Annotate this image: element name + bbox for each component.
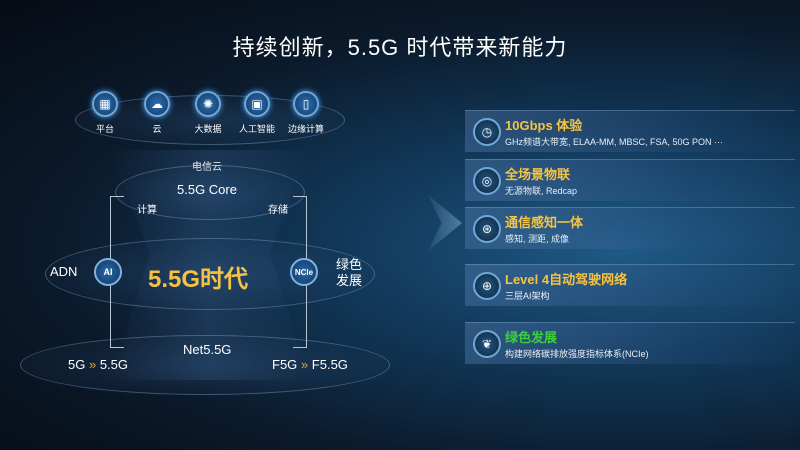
sensing-icon: ⊛ bbox=[473, 215, 501, 243]
compute-label: 计算 bbox=[137, 205, 157, 216]
feature-item: ◷ 10Gbps 体验 GHz频谱大带宽, ELAA-MM, MBSC, FSA, … bbox=[465, 110, 795, 152]
leaf-icon: ❦ bbox=[473, 330, 501, 358]
ncle-badge: NCle bbox=[290, 258, 318, 286]
feature-title: Level 4自动驾驶网络 bbox=[505, 272, 628, 287]
feature-subtitle: 无源物联, Redcap bbox=[505, 186, 578, 196]
5-5g-label: 5.5G bbox=[99, 357, 129, 372]
double-chevron-icon: » bbox=[300, 357, 309, 372]
feature-subtitle: 感知, 测距, 成像 bbox=[505, 234, 570, 244]
ai-chip-icon: ▣ bbox=[244, 91, 270, 117]
feature-title: 绿色发展 bbox=[505, 330, 558, 345]
f5g-label: F5G bbox=[272, 357, 298, 372]
left-evolution: 5G » 5.5G bbox=[68, 357, 128, 372]
adn-label: ADN bbox=[50, 264, 78, 279]
feature-item: ◎ 全场景物联无源物联, Redcap bbox=[465, 159, 795, 201]
storage-label: 存储 bbox=[268, 205, 288, 216]
f5-5g-label: F5.5G bbox=[311, 357, 348, 372]
big-arrow-icon bbox=[428, 195, 462, 251]
feature-item: ❦ 绿色发展构建网络碳排放强度指标体系(NCIe) bbox=[465, 322, 795, 364]
top-icon-label: 边缘计算 bbox=[287, 124, 324, 134]
ai-badge: AI bbox=[94, 258, 122, 286]
big-data-icon: ✺ bbox=[195, 91, 221, 117]
cloud-icon: ☁ bbox=[144, 91, 170, 117]
center-title: 5.5G时代 bbox=[148, 266, 249, 293]
core-label: 5.5G Core bbox=[177, 182, 237, 197]
right-evolution: F5G » F5.5G bbox=[272, 357, 348, 372]
feature-title: 通信感知一体 bbox=[505, 215, 584, 230]
network-globe-icon: ⊕ bbox=[473, 272, 501, 300]
5g-label: 5G bbox=[68, 357, 86, 372]
feature-subtitle: 三层AI架构 bbox=[505, 291, 550, 301]
top-icon-label: 云 bbox=[152, 124, 162, 134]
feature-item: ⊛ 通信感知一体感知, 测距, 成像 bbox=[465, 207, 795, 249]
green-development-label: 绿色发展 bbox=[336, 257, 363, 288]
feature-title: 10Gbps 体验 bbox=[505, 118, 583, 133]
slide-title: 持续创新，5.5G 时代带来新能力 bbox=[232, 35, 568, 60]
iot-icon: ◎ bbox=[473, 167, 501, 195]
feature-title: 全场景物联 bbox=[505, 167, 571, 182]
top-icon-label: 平台 bbox=[95, 124, 114, 134]
feature-item: ⊕ Level 4自动驾驶网络三层AI架构 bbox=[465, 264, 795, 306]
net-label: Net5.5G bbox=[183, 342, 232, 357]
edge-computing-icon: ▯ bbox=[293, 91, 319, 117]
top-icon-label: 人工智能 bbox=[238, 124, 275, 134]
platform-icon: ▦ bbox=[92, 91, 118, 117]
double-chevron-icon: » bbox=[88, 357, 97, 372]
feature-subtitle: 构建网络碳排放强度指标体系(NCIe) bbox=[505, 349, 649, 359]
top-icon-label: 大数据 bbox=[194, 124, 222, 134]
feature-subtitle: GHz频谱大带宽, ELAA-MM, MBSC, FSA, 50G PON ··… bbox=[505, 137, 724, 147]
bottom-ring bbox=[20, 335, 390, 395]
speed-icon: ◷ bbox=[473, 118, 501, 146]
core-ring bbox=[115, 165, 305, 220]
